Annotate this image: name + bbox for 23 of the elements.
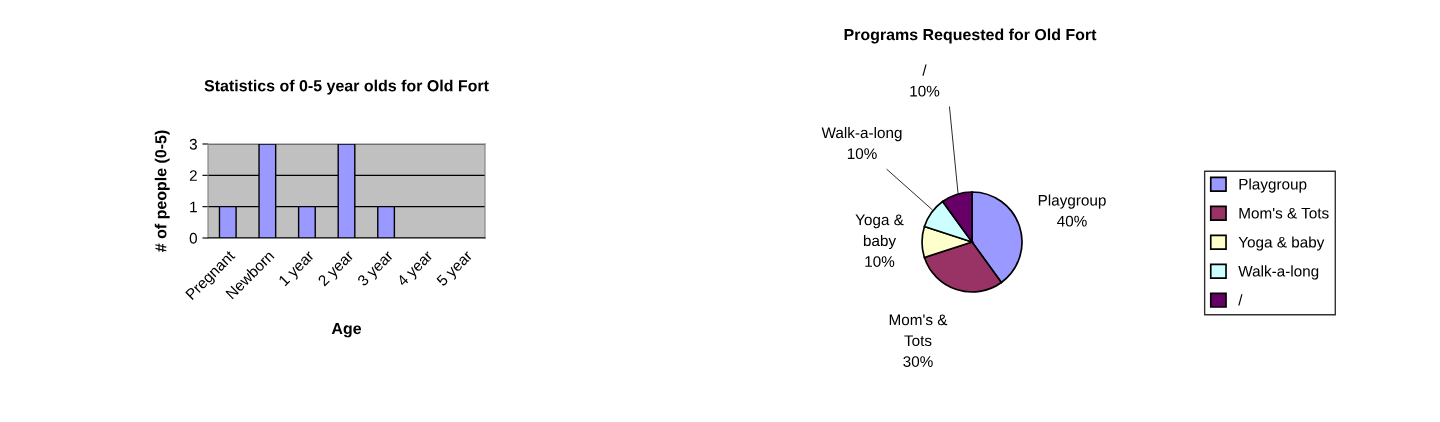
- data-label: 40%: [1057, 215, 1087, 227]
- x-axis-title: Age: [331, 322, 362, 338]
- slice-label: Mom's & Tots: [889, 314, 948, 347]
- slice-label: Yoga & baby: [855, 214, 904, 250]
- chart-title: Programs Requested for Old Fort: [844, 28, 1097, 44]
- slice-label: Playgroup: [1038, 194, 1106, 209]
- y-tick-label: 2: [189, 170, 197, 181]
- legend-label: Walk-a-long: [1238, 265, 1319, 280]
- data-label: 10%: [910, 85, 940, 97]
- y-tick-label: 0: [189, 232, 197, 244]
- y-tick-label: 3: [189, 138, 197, 150]
- slice-label: Walk-a-long: [821, 126, 902, 142]
- legend-label: Playgroup: [1239, 178, 1307, 193]
- slice-label: /: [922, 64, 927, 76]
- data-label: 10%: [847, 148, 877, 160]
- legend-label: Mom's & Tots: [1239, 207, 1329, 219]
- legend-label: /: [1238, 294, 1243, 306]
- chart-title: Statistics of 0-5 year olds for Old Fort: [204, 79, 489, 95]
- data-label: 10%: [865, 256, 895, 267]
- data-label: 30%: [903, 356, 933, 367]
- y-axis-title: # of people (0-5): [154, 130, 170, 252]
- y-tick-label: 1: [190, 201, 197, 213]
- legend-label: Yoga & baby: [1238, 236, 1325, 251]
